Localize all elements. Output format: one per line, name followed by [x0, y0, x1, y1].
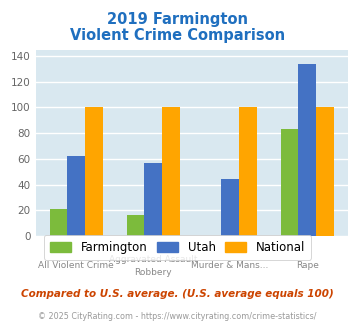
Bar — [221, 180, 239, 236]
Bar — [316, 107, 334, 236]
Legend: Farmington, Utah, National: Farmington, Utah, National — [44, 235, 311, 260]
Bar — [162, 107, 180, 236]
Text: Violent Crime Comparison: Violent Crime Comparison — [70, 28, 285, 43]
Text: Compared to U.S. average. (U.S. average equals 100): Compared to U.S. average. (U.S. average … — [21, 289, 334, 299]
Text: Aggravated Assault: Aggravated Assault — [109, 255, 197, 264]
Text: 2019 Farmington: 2019 Farmington — [107, 12, 248, 26]
Bar — [85, 107, 103, 236]
Text: Rape: Rape — [296, 261, 318, 270]
Bar — [239, 107, 257, 236]
Bar — [280, 129, 298, 236]
Text: All Violent Crime: All Violent Crime — [38, 261, 114, 270]
Bar — [144, 163, 162, 236]
Bar — [298, 64, 316, 236]
Text: Robbery: Robbery — [135, 268, 172, 277]
Bar — [67, 156, 85, 236]
Bar — [127, 215, 144, 236]
Text: © 2025 CityRating.com - https://www.cityrating.com/crime-statistics/: © 2025 CityRating.com - https://www.city… — [38, 312, 317, 321]
Bar — [50, 209, 67, 236]
Text: Murder & Mans...: Murder & Mans... — [191, 261, 269, 270]
